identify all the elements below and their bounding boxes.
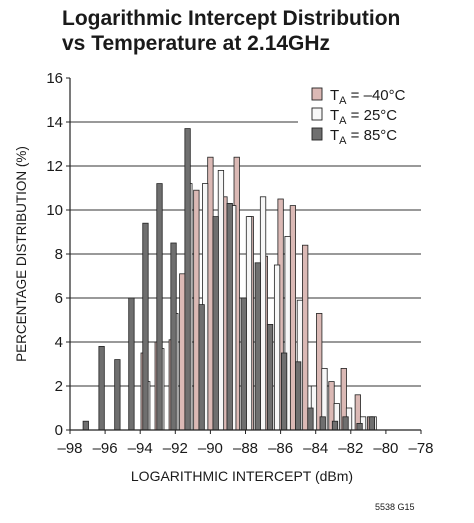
bar-series-3-16 <box>295 361 302 431</box>
x-tick-label-9: –80 <box>373 440 398 457</box>
bar-series-3-15 <box>280 352 288 431</box>
x-tick-label-0: –98 <box>57 440 82 457</box>
bar-series-2-9 <box>259 196 267 431</box>
chart-title-line-1: Logarithmic Intercept Distribution <box>62 7 401 30</box>
y-tick-label-2: 2 <box>55 378 63 395</box>
bar-series-3-3 <box>114 359 121 431</box>
bar-series-1-5 <box>193 189 200 431</box>
chart-title-line-2: vs Temperature at 2.14GHz <box>62 32 331 55</box>
bar-series-3-13 <box>254 262 261 431</box>
bar-series-3-10 <box>212 216 219 431</box>
legend-label-subscript-2: A <box>339 115 347 127</box>
chart-title: Logarithmic Intercept Distribution vs Te… <box>62 6 462 56</box>
y-tick-label-6: 6 <box>55 290 63 307</box>
bar-series-3-12 <box>240 297 247 431</box>
bar-series-3-7 <box>170 242 177 431</box>
y-tick-label-12: 12 <box>46 158 63 175</box>
legend-label-rest-3: = 85°C <box>347 127 398 144</box>
x-tick-label-5: –88 <box>233 440 258 457</box>
x-tick-label-2: –94 <box>128 440 153 457</box>
y-tick-label-8: 8 <box>55 246 63 263</box>
bars <box>82 128 377 431</box>
legend-label-2: TA = 25°C <box>330 107 397 127</box>
legend-label-main-3: T <box>330 127 339 144</box>
y-tick-label-0: 0 <box>55 422 63 439</box>
bar-series-3-17 <box>307 407 314 431</box>
bar-series-3-9 <box>198 304 205 431</box>
bar-series-3-14 <box>266 323 274 431</box>
y-tick-label-16: 16 <box>46 70 63 87</box>
x-tick-label-6: –86 <box>268 440 293 457</box>
y-tick-label-4: 4 <box>55 334 63 351</box>
y-axis-label: PERCENTAGE DISTRIBUTION (%) <box>14 146 29 362</box>
legend-swatch-3 <box>311 127 323 141</box>
x-tick-label-3: –92 <box>163 440 188 457</box>
legend-label-subscript-3: A <box>339 135 347 147</box>
legend-swatch-2 <box>311 107 323 121</box>
bar-series-1-12 <box>289 205 297 431</box>
bar-series-1-4 <box>179 273 186 431</box>
bar-series-3-1 <box>82 420 89 431</box>
x-tick-label-8: –82 <box>338 440 363 457</box>
figure-id: 5538 G15 <box>375 502 415 512</box>
bar-series-3-18 <box>319 416 326 431</box>
bar-series-3-8 <box>184 128 191 431</box>
legend: TA = –40°CTA = 25°CTA = 85°C <box>311 87 406 147</box>
x-axis-label: LOGARITHMIC INTERCEPT (dBm) <box>131 468 353 484</box>
bar-series-3-21 <box>356 422 363 431</box>
bar-series-2-10 <box>273 264 281 431</box>
legend-label-rest-2: = 25°C <box>347 107 398 124</box>
bar-series-1-14 <box>316 312 323 431</box>
bar-series-1-13 <box>302 244 309 431</box>
bar-series-1-6 <box>207 156 214 431</box>
bar-series-2-6 <box>217 169 225 431</box>
x-tick-label-10: –78 <box>408 440 433 457</box>
bar-series-2-8 <box>245 216 253 431</box>
axes: 0 2 4 6 8 10 12 14 16 –98 –96 –94 –92 –90 –88 –86 –84 –82… <box>46 70 433 457</box>
bar-series-3-11 <box>226 202 233 431</box>
bar-series-3-20 <box>342 416 349 431</box>
bar-series-3-22 <box>368 416 375 431</box>
bar-series-3-6 <box>156 183 163 431</box>
bar-series-3-5 <box>142 222 149 431</box>
legend-label-1: TA = –40°C <box>330 87 406 107</box>
bar-series-3-2 <box>98 345 105 431</box>
legend-swatch-1 <box>311 87 323 101</box>
bar-series-3-4 <box>128 297 135 431</box>
legend-label-3: TA = 85°C <box>330 127 397 147</box>
x-tick-label-7: –84 <box>303 440 328 457</box>
legend-label-main-2: T <box>330 107 339 124</box>
x-tick-label-1: –96 <box>93 440 118 457</box>
legend-label-rest-1: = –40°C <box>347 87 406 104</box>
bar-series-3-19 <box>331 420 339 431</box>
legend-label-subscript-1: A <box>339 95 347 107</box>
y-tick-label-14: 14 <box>46 114 63 131</box>
legend-label-main-1: T <box>330 87 339 104</box>
y-tick-label-10: 10 <box>46 202 63 219</box>
x-tick-label-4: –90 <box>198 440 223 457</box>
